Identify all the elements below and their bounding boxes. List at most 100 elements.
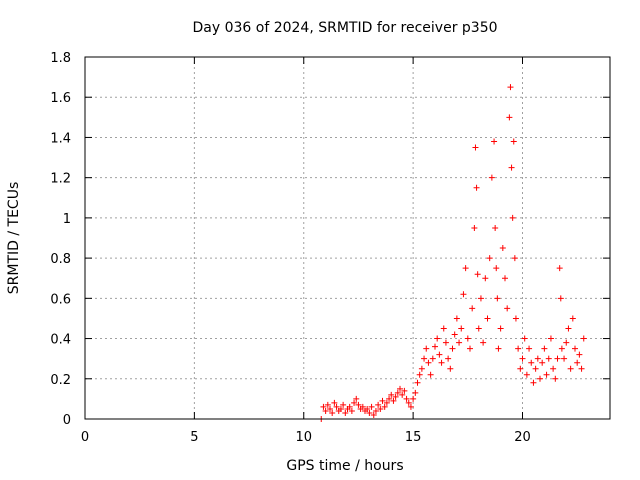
data-point: [436, 351, 443, 358]
data-point: [502, 275, 508, 282]
data-point: [327, 405, 333, 412]
data-point: [506, 114, 513, 121]
data-point: [469, 305, 476, 312]
data-point: [449, 345, 456, 352]
data-point: [438, 359, 445, 366]
x-tick-label: 10: [295, 430, 312, 445]
data-point: [414, 379, 421, 386]
data-point: [351, 399, 358, 406]
data-point: [390, 397, 397, 404]
data-point: [475, 325, 482, 332]
data-point: [519, 355, 526, 362]
data-point: [576, 351, 583, 358]
data-point: [456, 339, 463, 346]
data-point: [493, 265, 500, 272]
data-point: [515, 345, 522, 352]
data-point: [474, 271, 481, 278]
data-point: [507, 84, 514, 91]
data-point: [397, 385, 403, 392]
data-point: [492, 224, 499, 231]
data-point: [442, 339, 449, 346]
data-point: [425, 359, 432, 366]
data-point: [464, 335, 471, 342]
data-point: [567, 365, 574, 372]
data-point: [342, 409, 349, 416]
y-tick-label: 1.2: [50, 172, 71, 187]
data-point: [569, 315, 576, 322]
data-point: [324, 401, 331, 408]
data-point: [550, 365, 557, 372]
data-points: [318, 84, 587, 422]
data-point: [427, 371, 434, 378]
data-point: [460, 291, 467, 298]
data-point: [521, 335, 528, 342]
data-point: [348, 407, 355, 414]
data-point: [512, 315, 519, 322]
data-point: [472, 144, 479, 151]
data-point: [407, 403, 414, 410]
data-point: [346, 403, 353, 410]
data-point: [499, 245, 506, 252]
data-point: [410, 395, 417, 402]
data-point: [340, 401, 347, 408]
plot-frame: [84, 56, 611, 420]
data-point: [530, 379, 537, 386]
data-point: [429, 355, 436, 362]
data-point: [392, 393, 399, 400]
data-point: [541, 345, 548, 352]
data-point: [537, 375, 543, 382]
data-point: [473, 184, 480, 191]
x-tick-label: 0: [81, 430, 89, 445]
data-point: [421, 355, 428, 362]
data-point: [412, 389, 419, 396]
y-tick-label: 1.6: [50, 91, 71, 106]
data-point: [477, 295, 484, 302]
data-point: [447, 365, 454, 372]
data-point: [558, 345, 565, 352]
data-point: [561, 355, 568, 362]
data-point: [497, 325, 504, 332]
y-tick-label: 1.8: [50, 51, 71, 66]
data-point: [440, 325, 447, 332]
data-point: [458, 325, 465, 332]
x-tick-label: 15: [405, 430, 422, 445]
data-point: [580, 335, 587, 342]
data-point: [372, 407, 379, 414]
data-point: [523, 371, 530, 378]
data-point: [418, 365, 425, 372]
data-point: [552, 375, 559, 382]
data-point: [534, 355, 541, 362]
data-point: [480, 339, 487, 346]
data-point: [355, 401, 362, 408]
data-point: [563, 339, 570, 346]
data-point: [471, 224, 478, 231]
data-point: [557, 295, 564, 302]
data-point: [445, 355, 452, 362]
data-point: [491, 138, 498, 145]
data-point: [432, 343, 438, 350]
data-point: [401, 387, 408, 394]
data-point: [394, 389, 401, 396]
data-point: [368, 403, 375, 410]
x-tick-label: 20: [514, 430, 531, 445]
data-point: [565, 325, 572, 332]
data-point: [453, 315, 460, 322]
data-point: [511, 255, 518, 262]
data-point: [381, 403, 388, 410]
data-point: [572, 345, 578, 352]
x-tick-label: 5: [190, 430, 198, 445]
data-point: [484, 315, 491, 322]
data-point: [539, 359, 546, 366]
data-point: [322, 407, 329, 414]
data-point: [528, 359, 535, 366]
data-point: [337, 405, 344, 412]
data-point: [353, 395, 360, 402]
data-point: [386, 395, 393, 402]
data-point: [320, 403, 327, 410]
data-point: [495, 345, 502, 352]
y-axis-label: SRMTID / TECUs: [6, 182, 22, 295]
data-point: [399, 391, 406, 398]
data-point: [556, 265, 563, 272]
data-point: [331, 399, 338, 406]
